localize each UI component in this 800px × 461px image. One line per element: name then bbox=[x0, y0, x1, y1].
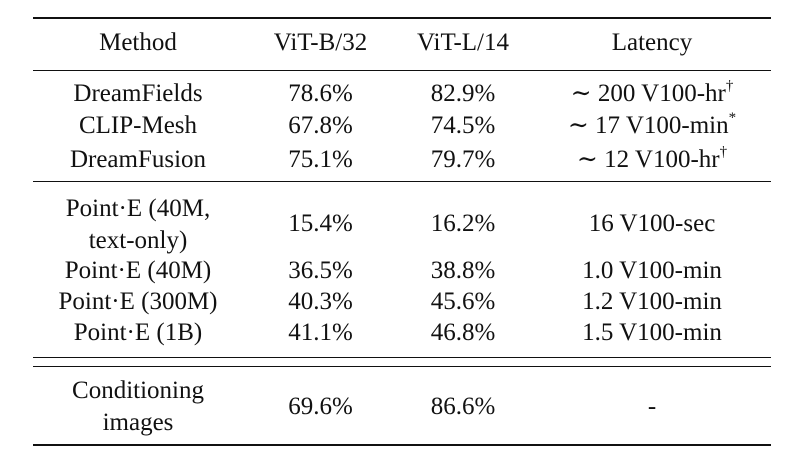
vitb-cell: 67.8% bbox=[288, 112, 353, 139]
method-cell: Point·E (1B) bbox=[73, 319, 203, 346]
vitb-cell: 36.5% bbox=[288, 257, 353, 284]
vitl-cell: 16.2% bbox=[430, 210, 496, 237]
method-cell: DreamFields bbox=[73, 80, 203, 107]
method-cell: Point·E (300M) bbox=[58, 288, 218, 315]
method-line-2: images bbox=[102, 409, 174, 436]
latency-cell: 1.5 V100-min bbox=[582, 319, 722, 346]
method-line-2: text-only) bbox=[88, 227, 188, 254]
double-rule-top bbox=[33, 357, 771, 358]
header-latency: Latency bbox=[611, 29, 693, 56]
vitb-cell: 41.1% bbox=[288, 319, 353, 346]
vitb-cell: 78.6% bbox=[288, 80, 353, 107]
footnote-mark: † bbox=[725, 77, 734, 94]
method-cell: Point·E (40M) bbox=[64, 257, 212, 284]
method-line-1: Point·E (40M, bbox=[65, 195, 211, 222]
method-cell: CLIP-Mesh bbox=[78, 112, 198, 139]
vitl-cell: 38.8% bbox=[430, 257, 496, 284]
double-rule-bottom bbox=[33, 366, 771, 367]
header-vitl14: ViT-L/14 bbox=[416, 29, 510, 56]
group-divider bbox=[33, 181, 771, 182]
vitb-cell: 75.1% bbox=[288, 146, 353, 173]
latency-cell: 16 V100-sec bbox=[588, 210, 716, 237]
bottom-rule bbox=[33, 444, 771, 446]
vitl-cell: 46.8% bbox=[430, 319, 496, 346]
vitl-cell: 45.6% bbox=[430, 288, 496, 315]
header-rule bbox=[33, 70, 771, 71]
vitl-cell: 79.7% bbox=[430, 146, 496, 173]
latency-cell: - bbox=[647, 393, 657, 420]
method-line-1: Conditioning bbox=[72, 377, 204, 404]
header-method: Method bbox=[99, 29, 177, 56]
footnote-mark: † bbox=[719, 143, 728, 160]
vitl-cell: 74.5% bbox=[430, 112, 496, 139]
vitb-cell: 15.4% bbox=[288, 210, 353, 237]
latency-cell: 1.2 V100-min bbox=[582, 288, 722, 315]
vitl-cell: 86.6% bbox=[430, 393, 496, 420]
latency-cell: ∼ 200 V100-hr† bbox=[533, 77, 771, 109]
footnote-mark: * bbox=[728, 109, 737, 126]
method-cell-two-line: Point·E (40M, text-only) bbox=[33, 193, 243, 257]
header-vitb32: ViT-B/32 bbox=[273, 29, 368, 56]
latency-cell: ∼ 12 V100-hr† bbox=[533, 143, 771, 175]
latency-value: ∼ 17 V100-min bbox=[567, 112, 729, 139]
latency-cell: ∼ 17 V100-min* bbox=[533, 109, 771, 141]
latency-value: ∼ 200 V100-hr bbox=[570, 80, 726, 107]
method-cell-two-line: Conditioning images bbox=[33, 375, 243, 439]
latency-value: ∼ 12 V100-hr bbox=[576, 146, 720, 173]
latency-cell: 1.0 V100-min bbox=[582, 257, 722, 284]
method-cell: DreamFusion bbox=[69, 146, 207, 173]
vitl-cell: 82.9% bbox=[430, 80, 496, 107]
vitb-cell: 69.6% bbox=[288, 393, 353, 420]
vitb-cell: 40.3% bbox=[288, 288, 353, 315]
top-rule bbox=[33, 17, 771, 19]
